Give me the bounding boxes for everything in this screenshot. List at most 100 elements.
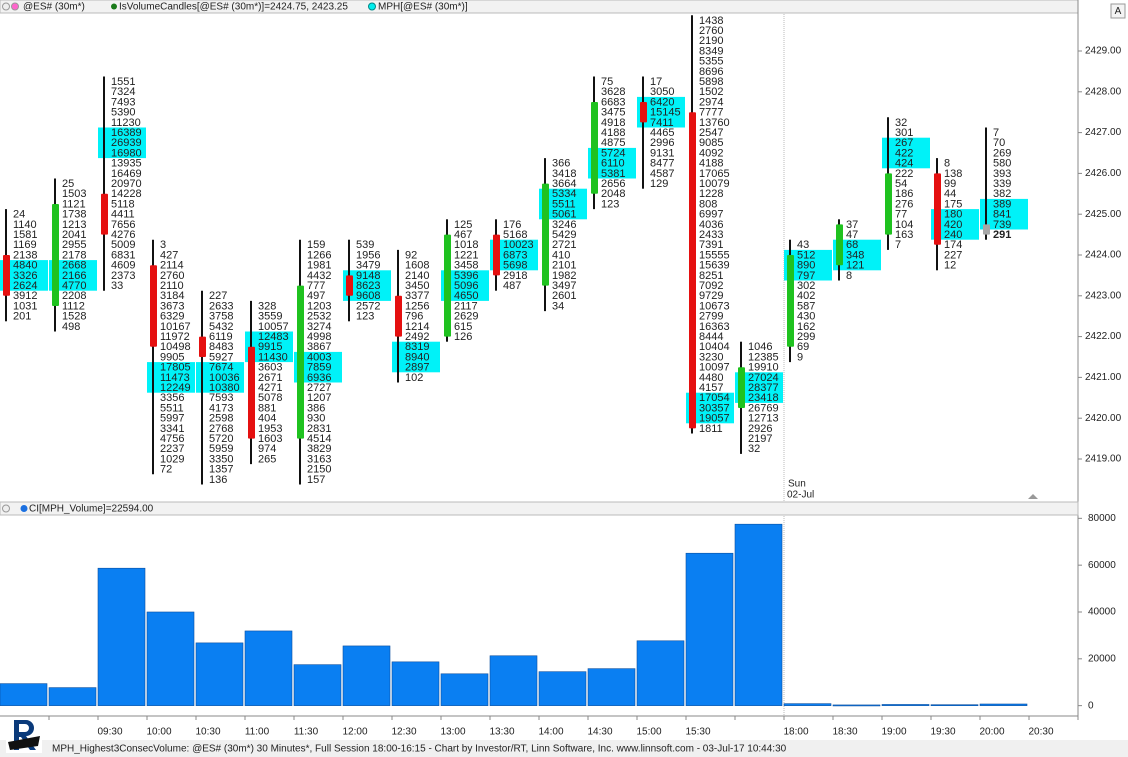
x-tick-label: 18:30 <box>832 727 857 738</box>
volume-label: 5511 <box>552 198 576 210</box>
volume-label: 5390 <box>111 107 135 119</box>
header-icon[interactable] <box>11 2 19 11</box>
volume-label: 430 <box>797 311 815 323</box>
volume-label: 2114 <box>160 260 184 272</box>
volume-label: 2197 <box>748 433 772 445</box>
volume-label: 4173 <box>209 402 233 414</box>
volume-label: 4840 <box>13 260 37 272</box>
y-tick-label: 20000 <box>1088 653 1116 664</box>
bar <box>146 611 195 706</box>
volume-label: 17054 <box>699 392 730 404</box>
volume-label: 138 <box>944 168 962 180</box>
candle-body <box>542 183 549 286</box>
volume-label: 10673 <box>699 300 730 312</box>
x-tick-label: 20:30 <box>1028 727 1053 738</box>
volume-label: 1811 <box>699 423 723 435</box>
volume-label: 8251 <box>699 270 723 282</box>
y-tick-label: 60000 <box>1088 560 1116 571</box>
volume-label: 33 <box>111 280 123 292</box>
volume-label: 404 <box>258 413 276 425</box>
volume-label: 487 <box>503 280 521 292</box>
volume-label: 539 <box>356 239 374 251</box>
panel-icon[interactable] <box>2 504 10 513</box>
volume-label: 1221 <box>454 249 478 261</box>
volume-label: 4480 <box>699 372 723 384</box>
volume-label: 1214 <box>405 321 429 333</box>
volume-label: 2727 <box>307 382 331 394</box>
volume-label: 3 <box>160 239 166 251</box>
y-tick-label: 40000 <box>1088 607 1116 618</box>
volume-label: 8483 <box>209 341 233 353</box>
volume-label: 3418 <box>552 168 576 180</box>
volume-label: 808 <box>699 198 717 210</box>
volume-label: 5997 <box>160 413 184 425</box>
volume-label: 240 <box>944 229 962 241</box>
candle-body <box>444 234 451 337</box>
x-tick-label: 20:00 <box>979 727 1004 738</box>
volume-label: 841 <box>993 209 1011 221</box>
volume-label: 420 <box>944 219 962 231</box>
volume-label: 9 <box>797 351 803 363</box>
y-tick-label: 2428.00 <box>1085 86 1122 97</box>
x-tick-label: 18:00 <box>783 727 808 738</box>
bar <box>685 552 734 706</box>
volume-label: 339 <box>993 178 1011 190</box>
volume-label: 1203 <box>307 300 331 312</box>
candle-body <box>640 102 647 123</box>
volume-label: 366 <box>552 158 570 170</box>
volume-label: 2110 <box>160 280 184 292</box>
footer-text: MPH_Highest3ConsecVolume: @ES# (30m*) 30… <box>52 744 787 755</box>
candle-body <box>787 255 794 347</box>
volume-label: 2897 <box>405 362 429 374</box>
volume-label: 382 <box>993 188 1011 200</box>
volume-label: 2831 <box>307 423 331 435</box>
volume-label: 3475 <box>601 107 625 119</box>
volume-label: 1112 <box>62 300 85 312</box>
volume-label: 136 <box>209 474 227 486</box>
panel-title: CI[MPH_Volume]=22594.00 <box>29 504 154 515</box>
volume-label: 2041 <box>62 229 86 241</box>
volume-label: 1956 <box>356 249 380 261</box>
volume-label: 6873 <box>503 249 527 261</box>
volume-label: 2799 <box>699 311 723 323</box>
volume-label: 8349 <box>699 45 723 57</box>
volume-label: 2918 <box>503 270 527 282</box>
volume-label: 10167 <box>160 321 191 333</box>
volume-label: 17805 <box>160 362 191 374</box>
volume-label: 348 <box>846 249 864 261</box>
volume-label: 70 <box>993 137 1005 149</box>
header-icon[interactable] <box>2 2 10 11</box>
volume-label: 4036 <box>699 219 723 231</box>
autoscale-button[interactable] <box>1110 3 1126 19</box>
volume-label: 3341 <box>160 423 184 435</box>
volume-label: 3497 <box>552 280 576 292</box>
volume-label: 37 <box>846 219 858 231</box>
volume-label: 19057 <box>699 413 730 425</box>
bar <box>783 703 832 706</box>
volume-label: 796 <box>405 311 423 323</box>
volume-label: 1228 <box>699 188 723 200</box>
candle-body <box>934 173 941 245</box>
volume-label: 186 <box>895 188 913 200</box>
volume-label: 30357 <box>699 402 730 414</box>
volume-label: 123 <box>356 311 374 323</box>
volume-label: 9905 <box>160 351 184 363</box>
volume-label: 24 <box>13 209 25 221</box>
volume-label: 12385 <box>748 351 779 363</box>
volume-label: 16980 <box>111 147 142 159</box>
volume-label: 180 <box>944 209 962 221</box>
volume-label: 881 <box>258 402 276 414</box>
y-tick-label: 0 <box>1088 700 1094 711</box>
volume-label: 2190 <box>699 35 723 47</box>
volume-label: 3274 <box>307 321 331 333</box>
header-item: @ES# (30m*) <box>23 2 85 13</box>
volume-label: 77 <box>895 209 907 221</box>
volume-label: 2166 <box>62 270 86 282</box>
volume-label: 6683 <box>601 96 625 108</box>
bar <box>440 673 489 706</box>
scroll-arrow[interactable] <box>1028 494 1038 499</box>
volume-label: 7859 <box>307 362 331 374</box>
volume-label: 3912 <box>13 290 37 302</box>
volume-label: 1438 <box>699 15 723 27</box>
volume-label: 123 <box>601 198 619 210</box>
